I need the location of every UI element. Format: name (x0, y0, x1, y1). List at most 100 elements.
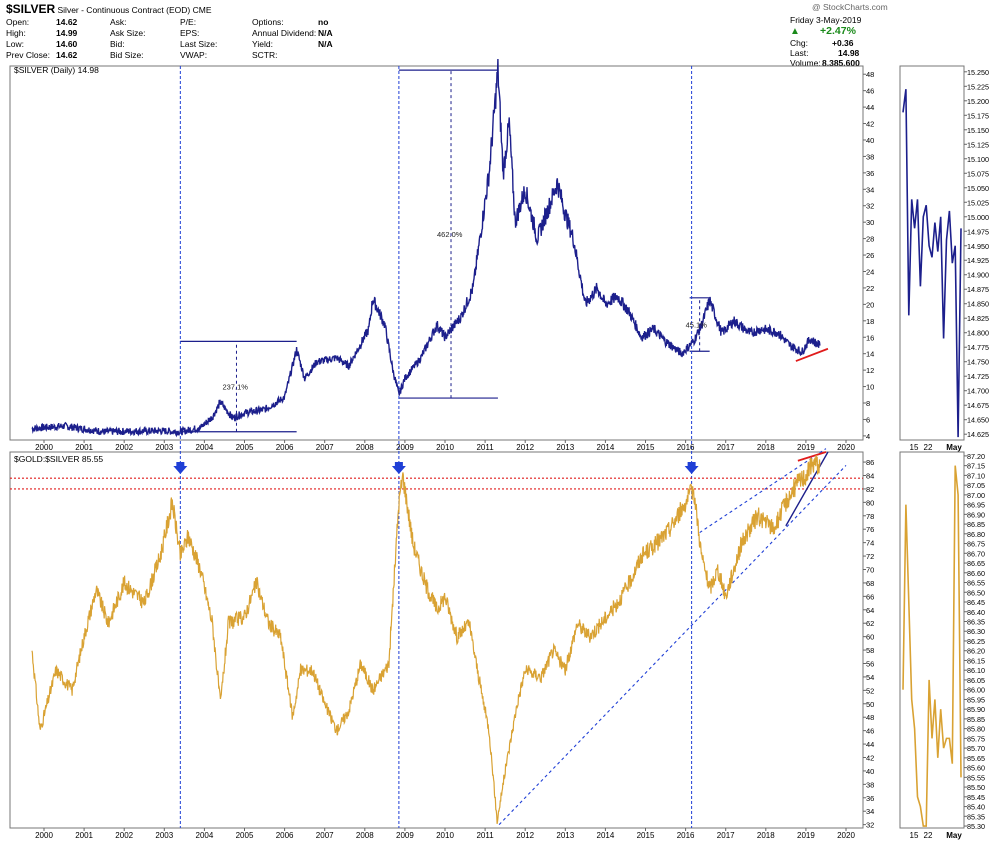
y-tick-label-top: 32 (866, 202, 874, 211)
high-value: 14.99 (56, 28, 78, 38)
yield-label: Yield: (252, 39, 273, 49)
x-tick-label-top: 2016 (677, 443, 695, 452)
prev-close-label: Prev Close: (6, 50, 50, 60)
ratio-zoom-y-tick-label: 86.95 (967, 501, 985, 510)
ask-size-label: Ask Size: (110, 28, 146, 38)
ratio-zoom-y-tick-label: 85.75 (967, 734, 985, 743)
silver-zoom-y-tick-label: 14.725 (967, 372, 989, 381)
ratio-zoom-y-tick-label: 86.05 (967, 676, 985, 685)
y-tick-label-top: 34 (866, 185, 874, 194)
ratio-zoom-y-tick-label: 86.75 (967, 540, 985, 549)
zoom-x-label-bottom: May (946, 831, 962, 840)
quote-header: $SILVER Silver - Continuous Contract (EO… (0, 0, 1004, 68)
y-tick-label-bottom: 76 (866, 525, 874, 534)
silver-zoom-y-tick-label: 14.825 (967, 314, 989, 323)
x-tick-label-bottom: 2020 (837, 831, 855, 840)
x-tick-label-top: 2001 (75, 443, 93, 452)
ratio-zoom-y-tick-label: 85.35 (967, 812, 985, 821)
y-tick-label-top: 22 (866, 284, 874, 293)
x-tick-label-top: 2002 (115, 443, 133, 452)
x-tick-label-bottom: 2002 (115, 831, 133, 840)
options-value: no (318, 17, 329, 27)
open-value: 14.62 (56, 17, 78, 27)
ratio-zoom-y-tick-label: 87.10 (967, 471, 985, 480)
bottom-panel-frame (9, 451, 864, 829)
y-tick-label-top: 36 (866, 169, 874, 178)
move-percent-label: 462.0% (437, 230, 463, 239)
y-tick-label-top: 8 (866, 399, 870, 408)
down-arrow-icon (173, 462, 188, 474)
zoom-x-label-top: 15 (910, 443, 919, 452)
low-value: 14.60 (56, 39, 78, 49)
silver-zoom-y-tick-label: 15.125 (967, 140, 989, 149)
x-tick-label-bottom: 2012 (516, 831, 534, 840)
x-tick-label-bottom: 2007 (316, 831, 334, 840)
overlay-lines (10, 66, 863, 828)
x-tick-label-top: 2017 (717, 443, 735, 452)
silver-legend: $SILVER (Daily) 14.98 (14, 65, 99, 75)
y-tick-label-bottom: 72 (866, 552, 874, 561)
ratio-zoom-y-tick-label: 87.15 (967, 462, 985, 471)
ask-label: Ask: (110, 17, 127, 27)
top-panel-frame (9, 65, 864, 441)
bid-label: Bid: (110, 39, 125, 49)
y-tick-label-top: 46 (866, 87, 874, 96)
y-tick-label-bottom: 44 (866, 740, 874, 749)
ratio-zoom-y-tick-label: 85.70 (967, 744, 985, 753)
gold-silver-ratio-line (31, 454, 821, 824)
silver-zoom-y-tick-label: 14.650 (967, 416, 989, 425)
silver-zoom-y-tick-label: 14.625 (967, 430, 989, 439)
x-tick-label-bottom: 2009 (396, 831, 414, 840)
y-tick-label-bottom: 36 (866, 794, 874, 803)
y-tick-label-bottom: 84 (866, 472, 874, 481)
y-tick-label-bottom: 32 (866, 821, 874, 830)
y-tick-label-bottom: 34 (866, 807, 874, 816)
move-percent-label: 45.1% (686, 321, 708, 330)
high-label: High: (6, 28, 26, 38)
upper-channel-line (699, 448, 827, 534)
volume-value: 8,385,600 (822, 58, 860, 68)
wedge-support-line (785, 451, 829, 527)
y-tick-label-bottom: 64 (866, 606, 874, 615)
ratio-legend: $GOLD:$SILVER 85.55 (14, 454, 103, 464)
x-tick-label-bottom: 2013 (556, 831, 574, 840)
y-tick-label-top: 24 (866, 267, 874, 276)
ratio-zoom-y-tick-label: 87.20 (967, 452, 985, 461)
volume-label: Volume: (790, 58, 821, 68)
y-tick-label-top: 48 (866, 70, 874, 79)
silver-zoom-y-tick-label: 14.800 (967, 329, 989, 338)
ratio-zoom-y-tick-label: 86.15 (967, 656, 985, 665)
y-tick-label-bottom: 60 (866, 633, 874, 642)
options-label: Options: (252, 17, 284, 27)
x-tick-label-top: 2004 (196, 443, 214, 452)
ratio-zoom-y-tick-label: 85.55 (967, 773, 985, 782)
y-tick-label-top: 4 (866, 432, 870, 441)
ratio-zoom-y-tick-label: 86.80 (967, 530, 985, 539)
sctr-label: SCTR: (252, 50, 278, 60)
silver-zoom-y-tick-label: 15.075 (967, 169, 989, 178)
y-tick-label-bottom: 54 (866, 673, 874, 682)
y-tick-label-top: 38 (866, 152, 874, 161)
x-tick-label-top: 2008 (356, 443, 374, 452)
y-tick-label-top: 44 (866, 103, 874, 112)
ratio-zoom-y-tick-label: 85.85 (967, 715, 985, 724)
x-tick-label-bottom: 2015 (637, 831, 655, 840)
zoom-x-label-top: 22 (924, 443, 933, 452)
dividend-value: N/A (318, 28, 333, 38)
yield-value: N/A (318, 39, 333, 49)
y-tick-label-bottom: 46 (866, 727, 874, 736)
quote-date: Friday 3-May-2019 (790, 15, 862, 25)
x-tick-label-bottom: 2004 (196, 831, 214, 840)
ratio-zoom-line (902, 465, 962, 827)
silver-zoom-y-tick-label: 15.175 (967, 111, 989, 120)
silver-zoom-y-tick-label: 15.150 (967, 126, 989, 135)
x-tick-label-bottom: 2014 (597, 831, 615, 840)
silver-zoom-y-tick-label: 14.750 (967, 358, 989, 367)
y-tick-label-top: 40 (866, 136, 874, 145)
prev-close-value: 14.62 (56, 50, 78, 60)
y-tick-label-top: 26 (866, 251, 874, 260)
zoom-x-label-bottom: 22 (924, 831, 933, 840)
ratio-zoom-y-tick-label: 85.30 (967, 822, 985, 831)
silver-zoom-y-tick-label: 14.975 (967, 227, 989, 236)
